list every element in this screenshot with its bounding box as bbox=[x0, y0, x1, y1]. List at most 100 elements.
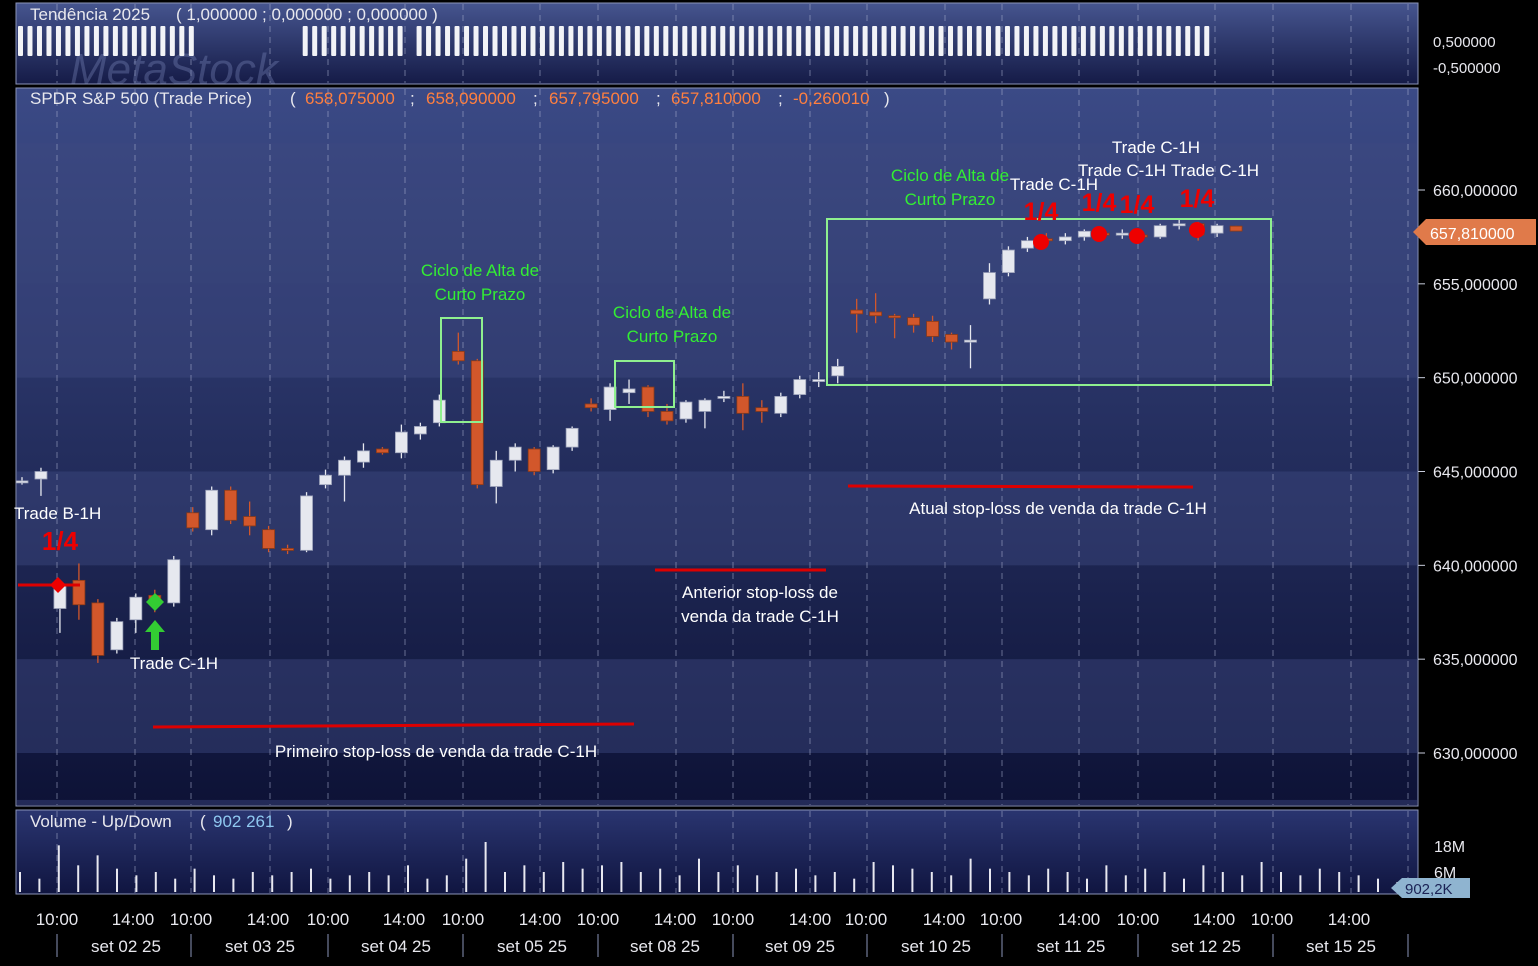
trend-bar bbox=[596, 26, 602, 56]
trade-c-label: Trade C-1H bbox=[1112, 138, 1200, 157]
trend-bar bbox=[378, 26, 384, 56]
time-label: 10:00 bbox=[845, 910, 888, 929]
candle-body bbox=[413, 426, 427, 435]
price-band bbox=[17, 283, 1417, 378]
trend-bar bbox=[1185, 26, 1191, 56]
candle-body bbox=[167, 559, 181, 604]
candle-body bbox=[869, 311, 883, 317]
trend-bar bbox=[1175, 26, 1181, 56]
trend-bar bbox=[985, 26, 991, 56]
trend-bar bbox=[644, 26, 650, 56]
trend-bar bbox=[1109, 26, 1115, 56]
trend-bar bbox=[369, 26, 375, 56]
trend-bar bbox=[1014, 26, 1020, 56]
candle-body bbox=[983, 272, 996, 300]
trend-bar bbox=[150, 26, 156, 56]
volume-last-value: 902,2K bbox=[1405, 881, 1453, 898]
trend-bar bbox=[103, 26, 109, 56]
trend-bar bbox=[824, 26, 830, 56]
trend-bar bbox=[900, 26, 906, 56]
time-label: 10:00 bbox=[442, 910, 485, 929]
candle-body bbox=[641, 386, 655, 412]
candle-body bbox=[1153, 225, 1167, 238]
trend-bar bbox=[331, 26, 337, 56]
trend-bar bbox=[758, 26, 764, 56]
trend-bar bbox=[1128, 26, 1134, 56]
trend-bar bbox=[549, 26, 555, 56]
price-band bbox=[17, 190, 1417, 284]
trend-bar bbox=[539, 26, 545, 56]
date-label: set 12 25 bbox=[1171, 937, 1241, 956]
trend-bar bbox=[169, 26, 175, 56]
volume-paren-open: ( bbox=[200, 812, 206, 831]
trend-bar bbox=[691, 26, 697, 56]
time-label: 14:00 bbox=[383, 910, 426, 929]
cycle-label: Ciclo de Alta de bbox=[613, 303, 731, 322]
trend-bar bbox=[606, 26, 612, 56]
trend-bar bbox=[74, 26, 80, 56]
volume-axis-label: 18M bbox=[1434, 839, 1465, 856]
candle-body bbox=[603, 386, 617, 410]
volume-panel-border bbox=[15, 809, 1419, 895]
trend-bar bbox=[948, 26, 954, 56]
candle-body bbox=[793, 379, 807, 395]
trend-bar bbox=[1061, 26, 1067, 56]
candle-body bbox=[755, 407, 769, 412]
trend-bar bbox=[46, 26, 52, 56]
trend-bar bbox=[767, 26, 773, 56]
last-price-value: 657,810000 bbox=[1430, 226, 1515, 243]
time-label: 14:00 bbox=[1193, 910, 1236, 929]
trend-title: Tendência 2025 bbox=[30, 5, 150, 24]
candle-body bbox=[1115, 232, 1129, 236]
time-gridlines bbox=[56, 4, 1409, 893]
price-panel-border bbox=[15, 87, 1419, 807]
candle-body bbox=[34, 471, 48, 480]
trend-bar bbox=[805, 26, 811, 56]
trend-bar bbox=[36, 26, 42, 56]
volume-axis-label: 6M bbox=[1434, 865, 1456, 882]
trend-bar bbox=[435, 26, 441, 56]
candle-body bbox=[1021, 240, 1034, 249]
last-price-tag bbox=[1413, 219, 1536, 245]
cycle-label: Curto Prazo bbox=[905, 190, 996, 209]
time-label: 10:00 bbox=[1117, 910, 1160, 929]
trend-bar bbox=[720, 26, 726, 56]
volume-title: Volume - Up/Down bbox=[30, 812, 172, 831]
trend-bar bbox=[55, 26, 61, 56]
trend-bar bbox=[27, 26, 33, 56]
price-tick-label: 645,000000 bbox=[1433, 465, 1518, 482]
trend-bar bbox=[558, 26, 564, 56]
trend-bar bbox=[663, 26, 669, 56]
candle-body bbox=[1002, 249, 1015, 273]
candle-body bbox=[850, 309, 864, 315]
time-label: 14:00 bbox=[1328, 910, 1371, 929]
time-label: 14:00 bbox=[247, 910, 290, 929]
trend-bar bbox=[397, 26, 403, 56]
trend-panel bbox=[16, 3, 1418, 84]
candle-body bbox=[584, 403, 598, 409]
candle-body bbox=[774, 396, 788, 414]
trend-bar bbox=[843, 26, 849, 56]
price-low: 657,795000 bbox=[549, 89, 639, 108]
price-axis: 630,000000 635,000000 640,000000 645,000000… bbox=[1418, 183, 1518, 763]
candle-body bbox=[1210, 225, 1224, 234]
price-tick-label: 660,000000 bbox=[1433, 183, 1518, 200]
candle-body bbox=[243, 516, 257, 527]
price-band bbox=[17, 799, 1417, 805]
trend-bar bbox=[321, 26, 327, 56]
candle-body bbox=[205, 489, 219, 531]
candle-body bbox=[110, 621, 124, 651]
trend-bar bbox=[577, 26, 583, 56]
quarter-label: 1/4 bbox=[1024, 198, 1059, 226]
time-label: 10:00 bbox=[170, 910, 213, 929]
exit-marker-icons bbox=[1033, 222, 1205, 250]
trend-bar bbox=[188, 26, 194, 56]
trend-bar bbox=[350, 26, 356, 56]
trade-c-label: Trade C-1H bbox=[130, 654, 218, 673]
price-change: -0,260010 bbox=[793, 89, 870, 108]
candle-body bbox=[281, 548, 294, 551]
date-label: set 03 25 bbox=[225, 937, 295, 956]
price-separator: ; bbox=[656, 89, 661, 108]
buy-diamond-icon bbox=[146, 593, 164, 611]
